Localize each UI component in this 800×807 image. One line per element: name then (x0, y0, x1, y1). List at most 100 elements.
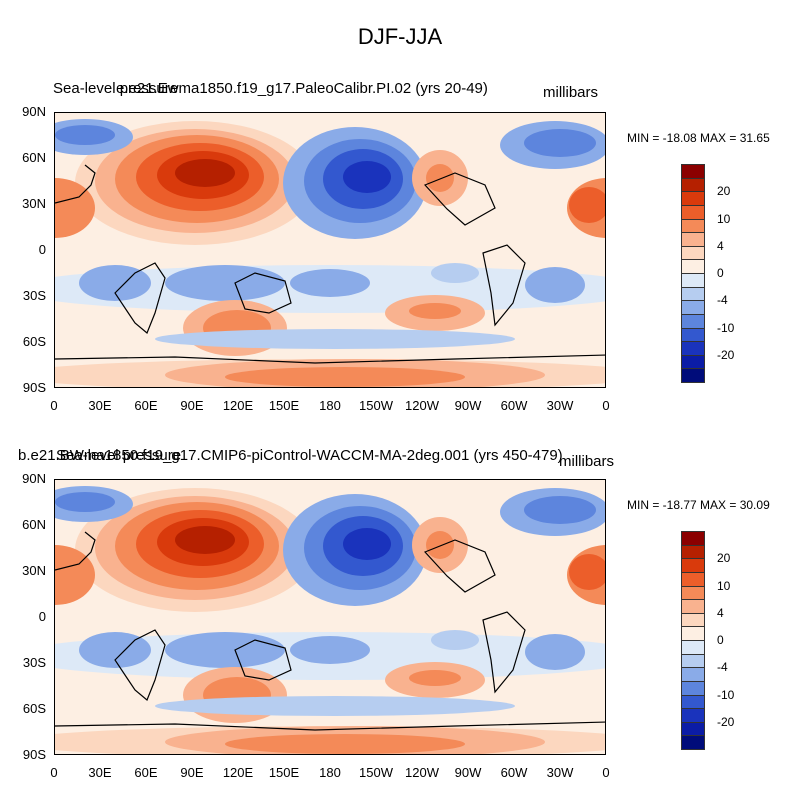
colorbar-swatch (681, 571, 705, 587)
colorbar-swatch (681, 204, 705, 220)
contour-map (55, 113, 605, 387)
colorbar-swatch (681, 585, 705, 601)
colorbar-label: -4 (717, 293, 728, 308)
contour-region (290, 269, 370, 297)
x-axis-tick-label: 180 (319, 398, 341, 413)
contour-region (524, 496, 596, 524)
contour-region (55, 125, 115, 145)
x-axis-tick-label: 150E (268, 398, 300, 413)
colorbar-swatch (681, 368, 705, 383)
coastline (114, 262, 166, 334)
colorbar-label: -10 (717, 320, 735, 335)
x-axis-tick-label: 120W (405, 398, 439, 413)
contour-region (290, 636, 370, 664)
coastline (114, 629, 166, 701)
y-axis-tick-label: 60S (22, 334, 46, 349)
contour-region (165, 632, 285, 668)
contour-region (343, 528, 391, 560)
colorbar-swatch (681, 612, 705, 628)
y-axis-tick-label: 60S (22, 701, 46, 716)
contour-region (431, 630, 479, 650)
y-axis-tick-label: 30S (22, 288, 46, 303)
x-axis-tick-label: 60E (134, 398, 158, 413)
colorbar-swatch (681, 177, 705, 193)
colorbar-swatch (681, 300, 705, 315)
coastline (55, 354, 605, 364)
coastline (234, 639, 292, 681)
contour-region (175, 526, 235, 554)
y-axis-tick-label: 30N (22, 196, 46, 211)
panel-variable-label: Sea-level pressure (56, 447, 182, 464)
x-axis-tick-label: 90E (180, 398, 204, 413)
y-axis-tick-label: 90S (22, 747, 46, 762)
colorbar-label: -20 (717, 347, 735, 362)
colorbar-swatch (681, 680, 705, 696)
contour-region (569, 187, 605, 223)
colorbar-swatch (681, 735, 705, 750)
panel-min-max: MIN = -18.77 MAX = 30.09 (627, 498, 770, 512)
coastline (55, 721, 605, 731)
colorbar-swatch (681, 273, 705, 288)
contour-region (55, 178, 95, 238)
y-axis-tick-label: 0 (38, 242, 46, 257)
x-axis-tick-label: 120E (222, 765, 254, 780)
contour-region (426, 164, 454, 192)
colorbar-swatch (681, 218, 705, 234)
colorbar-swatch (681, 531, 705, 546)
contour-region (524, 129, 596, 157)
colorbar-label: -20 (717, 714, 735, 729)
colorbar-swatch (681, 327, 705, 343)
map-plot-area (54, 112, 606, 388)
panel-min-max: MIN = -18.08 MAX = 31.65 (627, 131, 770, 145)
colorbar-label: 0 (717, 633, 724, 647)
colorbar-swatch (681, 653, 705, 669)
contour-region (79, 632, 151, 668)
contour-region (409, 670, 461, 686)
panel-units: millibars (543, 84, 599, 101)
x-axis-tick-label: 0 (602, 398, 610, 413)
y-axis-tick-label: 30N (22, 563, 46, 578)
colorbar (681, 164, 705, 383)
map-panel-top: Sea-level pressure e.e21.Ewma1850.f19_g1… (0, 70, 800, 440)
coastline (423, 172, 496, 226)
colorbar-label: 0 (717, 266, 724, 280)
x-axis-tick-label: 60W (500, 398, 528, 413)
contour-region (343, 161, 391, 193)
contour-region (79, 265, 151, 301)
colorbar-swatch (681, 640, 705, 655)
contour-region (426, 531, 454, 559)
contour-region (55, 545, 95, 605)
y-axis-tick-label: 90N (22, 104, 46, 119)
panel-units: millibars (559, 453, 615, 470)
colorbar-swatch (681, 544, 705, 560)
colorbar-swatch (681, 313, 705, 329)
colorbar-swatch (681, 245, 705, 261)
colorbar-swatch (681, 708, 705, 723)
y-axis-tick-label: 60N (22, 150, 46, 165)
y-axis-tick-label: 60N (22, 517, 46, 532)
x-axis-tick-label: 60W (500, 765, 528, 780)
colorbar-swatch (681, 232, 705, 247)
y-axis-tick-label: 90S (22, 380, 46, 395)
colorbar-swatch (681, 354, 705, 370)
colorbar-label: 20 (717, 551, 731, 566)
y-axis-tick-label: 90N (22, 471, 46, 486)
colorbar-label: 4 (717, 605, 724, 620)
x-axis-tick-label: 120W (405, 765, 439, 780)
x-axis-tick-label: 120E (222, 398, 254, 413)
colorbar-swatch (681, 286, 705, 302)
panel-case-label: b.e21.BWma1850.f19_g17.CMIP6-piControl-W… (18, 447, 563, 464)
x-axis-tick-label: 30E (88, 765, 112, 780)
contour-map (55, 480, 605, 754)
colorbar-swatch (681, 667, 705, 682)
contour-region (165, 265, 285, 301)
x-axis-tick-label: 30W (546, 398, 574, 413)
map-plot-area (54, 479, 606, 755)
y-axis-tick-label: 30S (22, 655, 46, 670)
panel-case-label: e.e21.Ewma1850.f19_g17.PaleoCalibr.PI.02… (116, 80, 488, 97)
x-axis-tick-label: 90W (454, 398, 482, 413)
x-axis-tick-label: 150W (359, 398, 393, 413)
contour-region (155, 696, 515, 716)
colorbar-swatch (681, 721, 705, 737)
map-panel-bottom: b.e21.BWma1850.f19_g17.CMIP6-piControl-W… (0, 437, 800, 807)
